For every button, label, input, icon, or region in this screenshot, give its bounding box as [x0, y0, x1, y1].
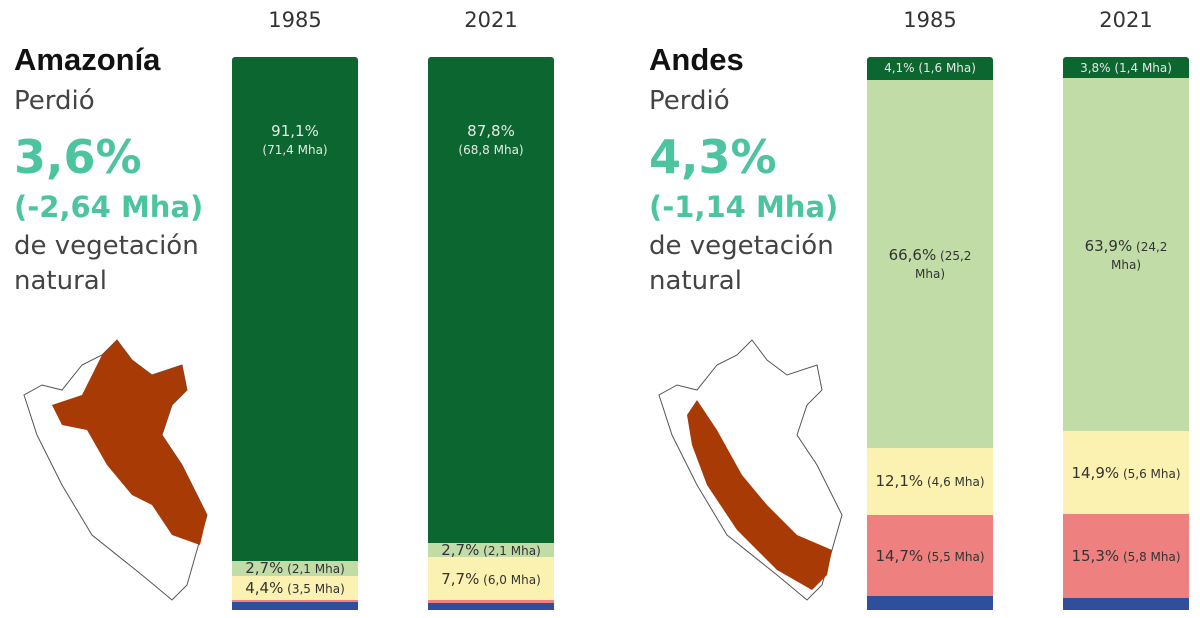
bar-segment: 14,9% (5,6 Mha) — [1063, 431, 1189, 514]
bar-segment: 63,9% (24,2 Mha) — [1063, 78, 1189, 432]
bar-segment: 3,8% (1,4 Mha) — [1063, 57, 1189, 78]
bar-segment: 2,7% (2,1 Mha) — [232, 559, 358, 578]
bar-segment: 4,4% (3,5 Mha) — [232, 575, 358, 601]
loss-percent: 3,6% — [14, 130, 142, 184]
segment-label: 4,4% (3,5 Mha) — [245, 578, 345, 597]
loss-mha: (-1,14 Mha) — [649, 190, 839, 224]
segment-label: 14,7% (5,5 Mha) — [875, 546, 985, 565]
segment-label: 15,3% (5,8 Mha) — [1071, 547, 1181, 566]
year-label: 1985 — [268, 8, 322, 32]
peru-map-andes-icon — [658, 339, 843, 601]
bar-andes-2021: 3,8% (1,4 Mha) 63,9% (24,2 Mha) 14,9% (5,6… — [1063, 57, 1189, 610]
segment-label: 3,8% (1,4 Mha) — [1080, 60, 1172, 75]
bar-andes-1985: 4,1% (1,6 Mha) 66,6% (25,2 Mha) 12,1% (4,6… — [867, 57, 993, 610]
year-label: 2021 — [464, 8, 518, 32]
loss-percent: 4,3% — [649, 130, 777, 184]
bar-segment: 7,7% (6,0 Mha) — [428, 557, 554, 601]
bar-segment — [867, 596, 993, 610]
segment-label: 2,7% (2,1 Mha) — [245, 559, 345, 578]
segment-label: 12,1% (4,6 Mha) — [875, 472, 985, 491]
bar-segment: 12,1% (4,6 Mha) — [867, 447, 993, 515]
bar-segment: 2,7% (2,1 Mha) — [428, 541, 554, 559]
desc-line1: de vegetación — [649, 231, 834, 261]
bar-segment: 15,3% (5,8 Mha) — [1063, 513, 1189, 599]
segment-label: 2,7% (2,1 Mha) — [441, 541, 541, 559]
lost-label: Perdió — [649, 86, 730, 116]
bar-segment — [428, 602, 554, 610]
bar-segment: 4,1% (1,6 Mha) — [867, 57, 993, 80]
bar-segment: 87,8% (68,8 Mha) — [428, 57, 554, 543]
segment-label: 66,6% (25,2 Mha) — [888, 245, 972, 281]
bar-segment: 66,6% (25,2 Mha) — [867, 79, 993, 448]
bar-segment: 14,7% (5,5 Mha) — [867, 514, 993, 597]
year-label: 1985 — [903, 8, 957, 32]
desc-line1: de vegetación — [14, 231, 199, 261]
bar-segment — [428, 600, 554, 603]
peru-map-amazonia-icon — [23, 339, 208, 601]
segment-label: 14,9% (5,6 Mha) — [1071, 463, 1181, 482]
desc-line2: natural — [14, 266, 107, 296]
bar-segment — [232, 602, 358, 610]
segment-label: 4,1% (1,6 Mha) — [884, 61, 976, 76]
bar-segment: 91,1% (71,4 Mha) — [232, 57, 358, 561]
region-title: Andes — [649, 42, 744, 77]
bar-segment — [232, 600, 358, 603]
segment-label: 87,8% (68,8 Mha) — [458, 122, 524, 157]
segment-label: 63,9% (24,2 Mha) — [1084, 236, 1168, 272]
year-label: 2021 — [1099, 8, 1153, 32]
bar-segment — [1063, 598, 1189, 610]
loss-mha: (-2,64 Mha) — [14, 190, 204, 224]
lost-label: Perdió — [14, 86, 95, 116]
desc-line2: natural — [649, 266, 742, 296]
bar-amazonía-2021: 87,8% (68,8 Mha) 2,7% (2,1 Mha) 7,7% (6,0 … — [428, 57, 554, 610]
bar-amazonía-1985: 91,1% (71,4 Mha) 2,7% (2,1 Mha) 4,4% (3,5 … — [232, 57, 358, 610]
region-title: Amazonía — [14, 42, 161, 77]
segment-label: 7,7% (6,0 Mha) — [441, 569, 541, 588]
segment-label: 91,1% (71,4 Mha) — [262, 122, 328, 157]
